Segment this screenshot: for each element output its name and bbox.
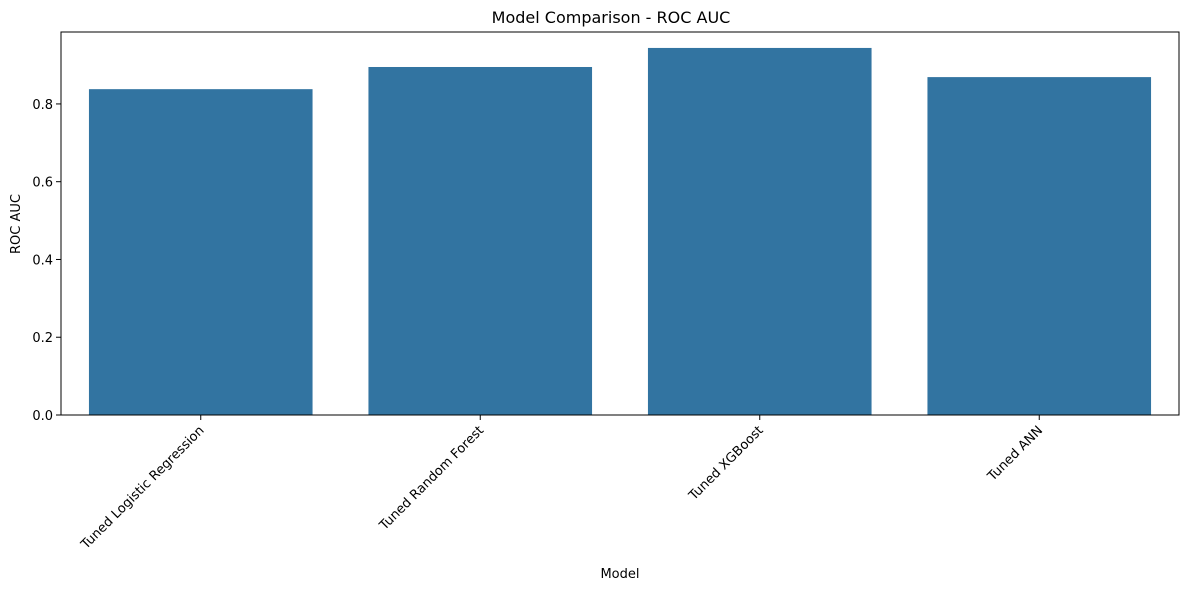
bar-1	[368, 66, 593, 415]
bars-group	[88, 47, 1152, 416]
chart-title: Model Comparison - ROC AUC	[492, 8, 731, 27]
plot-frame	[60, 31, 1180, 416]
y-tick-label-1: 0.2	[32, 331, 53, 346]
x-axis-label: Model	[600, 567, 639, 582]
bar-2	[647, 47, 872, 415]
x-tick-label-3: Tuned ANN	[984, 423, 1046, 485]
bar-3	[927, 77, 1152, 416]
y-axis-ticks: 0.0 0.2 0.4 0.6 0.8	[32, 98, 61, 424]
y-tick-label-3: 0.6	[32, 176, 53, 191]
x-tick-label-1: Tuned Random Forest	[376, 423, 487, 534]
y-tick-label-0: 0.0	[32, 409, 53, 424]
x-tick-label-2: Tuned XGBoost	[686, 423, 767, 504]
bar-0	[88, 89, 313, 415]
y-tick-label-4: 0.8	[32, 98, 53, 113]
x-axis-ticks: Tuned Logistic Regression Tuned Random Fo…	[78, 415, 1046, 553]
y-tick-label-2: 0.4	[32, 253, 53, 268]
x-tick-label-0: Tuned Logistic Regression	[78, 423, 208, 553]
y-axis-label: ROC AUC	[9, 194, 24, 254]
